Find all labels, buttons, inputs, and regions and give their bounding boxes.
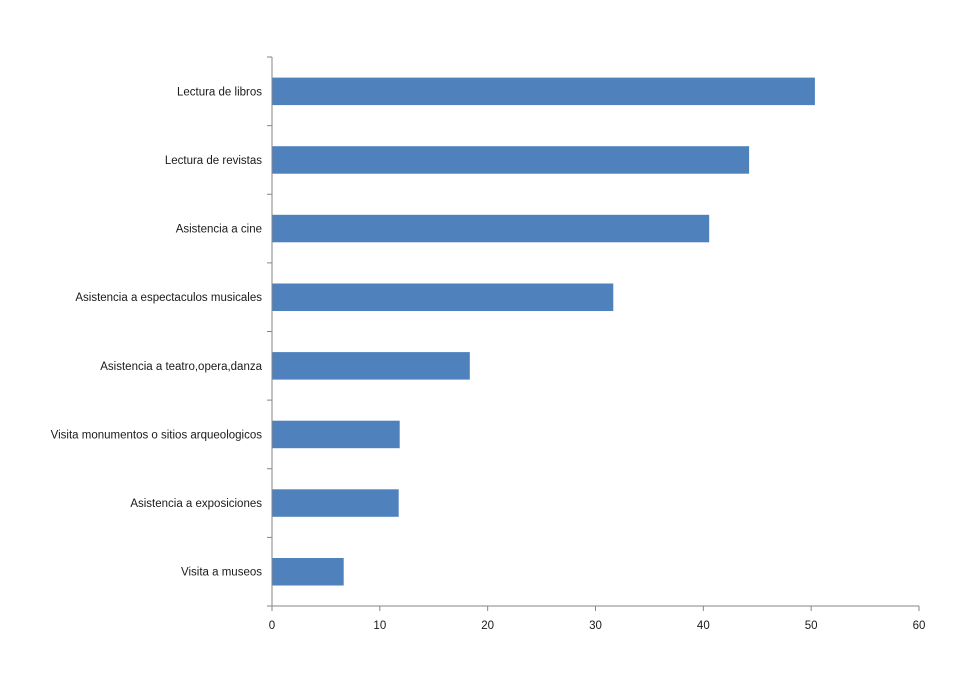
x-tick-label: 60 bbox=[913, 620, 926, 632]
labels-layer: Lectura de libros Lectura de revistas Asis… bbox=[51, 86, 926, 632]
bar bbox=[272, 489, 399, 517]
category-label: Lectura de revistas bbox=[165, 155, 262, 167]
category-label: Visita monumentos o sitios arqueologicos bbox=[51, 429, 263, 441]
bar bbox=[272, 420, 400, 449]
category-label: Asistencia a teatro,opera,danza bbox=[100, 361, 262, 373]
axes-layer bbox=[267, 56, 920, 611]
x-tick-label: 0 bbox=[269, 620, 275, 632]
bars-layer bbox=[272, 77, 815, 586]
category-label: Visita a museos bbox=[181, 567, 262, 579]
category-label: Asistencia a exposiciones bbox=[130, 498, 262, 510]
category-label: Asistencia a cine bbox=[176, 224, 262, 236]
x-tick-label: 30 bbox=[589, 620, 602, 632]
x-tick-label: 40 bbox=[697, 620, 710, 632]
bar bbox=[272, 558, 344, 586]
x-tick-label: 50 bbox=[805, 620, 818, 632]
bar bbox=[272, 214, 710, 243]
bar bbox=[272, 352, 470, 380]
category-label: Asistencia a espectaculos musicales bbox=[75, 292, 262, 304]
category-label: Lectura de libros bbox=[177, 86, 262, 98]
bar bbox=[272, 283, 614, 311]
x-tick-label: 20 bbox=[481, 620, 494, 632]
x-tick-label: 10 bbox=[373, 620, 386, 632]
bar bbox=[272, 146, 750, 174]
bar bbox=[272, 77, 815, 106]
